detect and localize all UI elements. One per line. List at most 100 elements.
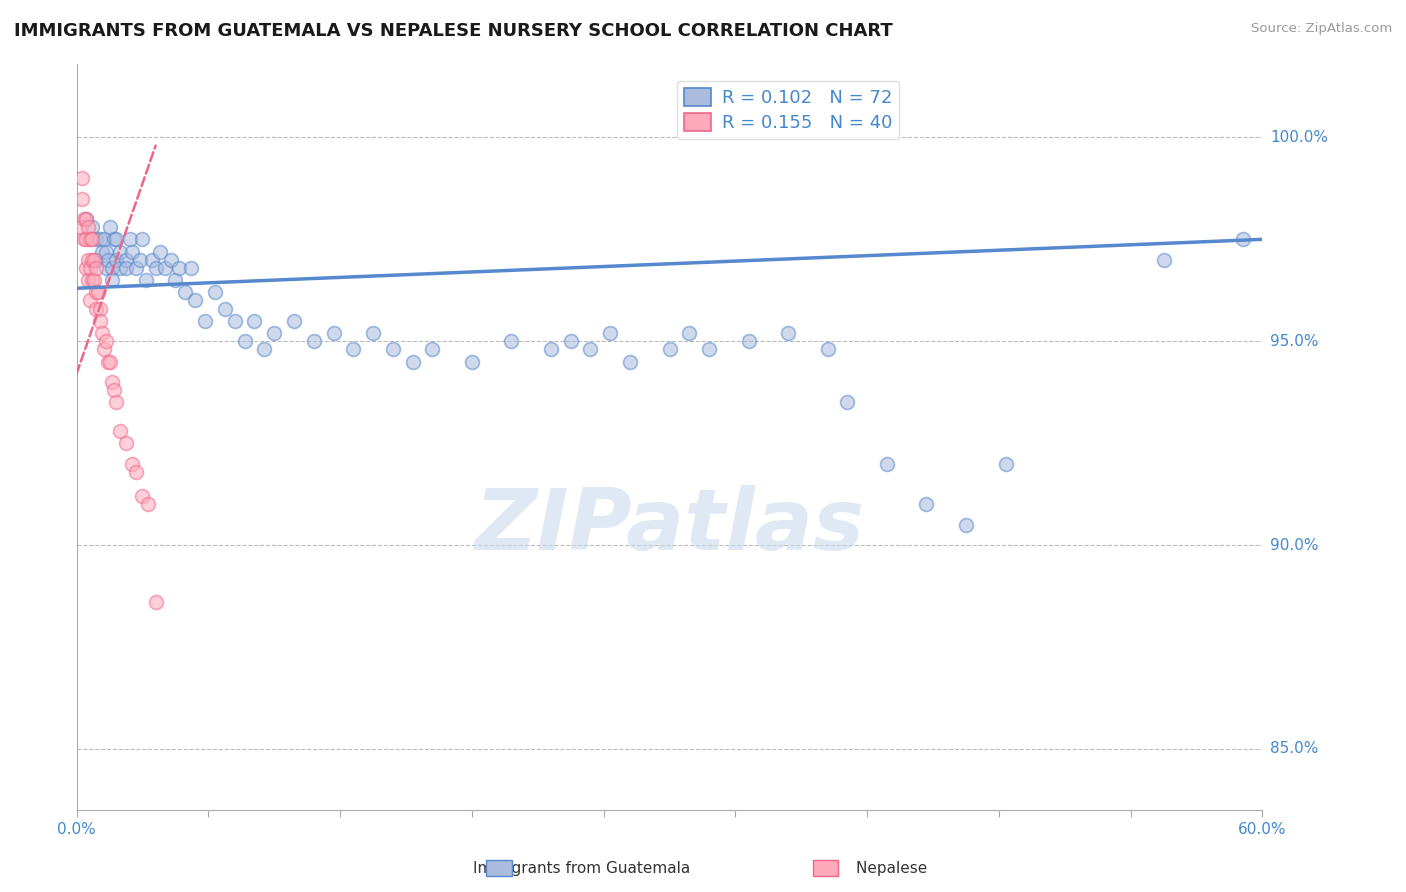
Point [1153, 252, 1175, 267]
Point [98, 354, 121, 368]
Point [128, 252, 150, 267]
Point [86, 252, 108, 267]
Point [118, 232, 141, 246]
Point [115, 252, 138, 267]
Point [103, 383, 125, 397]
Point [184, 293, 207, 308]
Point [91, 326, 114, 340]
Point [165, 273, 187, 287]
Point [82, 252, 104, 267]
Point [86, 301, 108, 316]
Point [96, 244, 118, 259]
Point [125, 465, 148, 479]
Point [101, 375, 124, 389]
Point [214, 301, 236, 316]
Point [233, 334, 256, 349]
Point [75, 260, 97, 275]
Point [361, 326, 384, 340]
Text: ZIPatlas: ZIPatlas [474, 485, 865, 568]
Text: 95.0%: 95.0% [1271, 334, 1319, 349]
Point [101, 273, 124, 287]
Point [204, 285, 226, 300]
Point [105, 395, 128, 409]
Point [461, 354, 484, 368]
Point [224, 314, 246, 328]
Point [79, 293, 101, 308]
Point [135, 273, 157, 287]
Point [79, 260, 101, 275]
Point [540, 343, 562, 357]
Point [420, 343, 443, 357]
Point [93, 232, 115, 246]
Point [72, 171, 94, 186]
Point [108, 424, 131, 438]
Text: Source: ZipAtlas.com: Source: ZipAtlas.com [1251, 22, 1392, 36]
Text: 90.0%: 90.0% [1271, 538, 1319, 552]
Point [72, 192, 94, 206]
Point [75, 211, 97, 226]
Point [108, 244, 131, 259]
Point [69, 220, 91, 235]
Point [101, 260, 124, 275]
Text: Immigrants from Guatemala: Immigrants from Guatemala [434, 861, 690, 876]
Point [837, 395, 859, 409]
Point [91, 244, 114, 259]
Point [98, 220, 121, 235]
Point [121, 244, 143, 259]
Legend: R = 0.102   N = 72, R = 0.155   N = 40: R = 0.102 N = 72, R = 0.155 N = 40 [676, 80, 900, 139]
Text: 85.0%: 85.0% [1271, 741, 1319, 756]
Point [97, 252, 120, 267]
Text: 100.0%: 100.0% [1271, 130, 1329, 145]
Point [994, 457, 1017, 471]
Point [75, 232, 97, 246]
Point [83, 273, 105, 287]
Point [87, 285, 110, 300]
Point [131, 232, 153, 246]
Point [1232, 232, 1254, 246]
Point [322, 326, 344, 340]
Point [243, 314, 266, 328]
Point [145, 260, 167, 275]
Point [82, 273, 104, 287]
Point [401, 354, 423, 368]
Point [83, 252, 105, 267]
Point [86, 285, 108, 300]
Point [115, 436, 138, 450]
Point [82, 220, 104, 235]
Point [145, 595, 167, 609]
Point [579, 343, 602, 357]
Point [105, 232, 128, 246]
Point [79, 232, 101, 246]
Point [283, 314, 305, 328]
Point [125, 260, 148, 275]
Point [89, 232, 111, 246]
Point [77, 220, 100, 235]
Point [121, 457, 143, 471]
Point [599, 326, 621, 340]
Point [253, 343, 276, 357]
Point [73, 232, 96, 246]
Point [619, 354, 641, 368]
Point [955, 517, 977, 532]
Point [876, 457, 898, 471]
Point [778, 326, 800, 340]
Point [180, 260, 202, 275]
Point [77, 273, 100, 287]
Point [89, 314, 111, 328]
Point [96, 260, 118, 275]
Point [82, 232, 104, 246]
Point [697, 343, 720, 357]
Point [302, 334, 325, 349]
Point [96, 334, 118, 349]
Point [148, 244, 170, 259]
Point [169, 260, 191, 275]
Point [75, 211, 97, 226]
Text: IMMIGRANTS FROM GUATEMALA VS NEPALESE NURSERY SCHOOL CORRELATION CHART: IMMIGRANTS FROM GUATEMALA VS NEPALESE NU… [14, 22, 893, 40]
Point [194, 314, 217, 328]
Point [86, 260, 108, 275]
Point [97, 354, 120, 368]
Point [160, 252, 183, 267]
Point [86, 232, 108, 246]
Point [342, 343, 364, 357]
Point [103, 232, 125, 246]
